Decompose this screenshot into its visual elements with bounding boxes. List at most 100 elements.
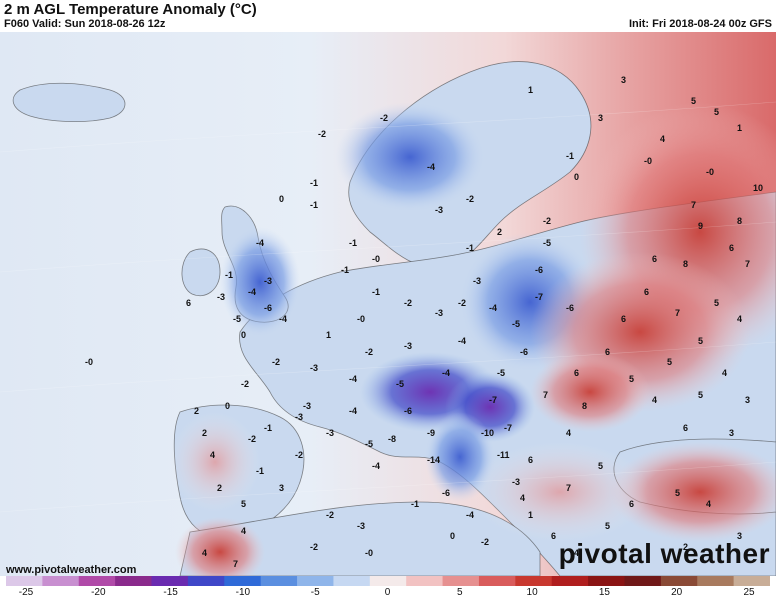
colorbar-segment [115, 576, 153, 586]
anomaly-value: -9 [427, 428, 436, 438]
colorbar-segment [406, 576, 444, 586]
anomaly-value: 4 [566, 428, 572, 438]
anomaly-value: -0 [357, 314, 366, 324]
init-time: Init: Fri 2018-08-24 00z GFS [628, 18, 772, 30]
anomaly-value: 0 [241, 330, 247, 340]
anomaly-value: -7 [535, 292, 544, 302]
anomaly-value: 4 [202, 548, 208, 558]
anomaly-value: -6 [442, 488, 451, 498]
anomaly-value: -1 [264, 423, 273, 433]
anomaly-value: 9 [698, 221, 704, 231]
anomaly-value: 5 [675, 488, 681, 498]
anomaly-value: 6 [574, 368, 580, 378]
anomaly-value: 7 [691, 200, 697, 210]
anomaly-value: 4 [574, 548, 580, 558]
anomaly-value: -6 [404, 406, 413, 416]
colorbar [6, 576, 770, 586]
anomaly-value: -1 [372, 287, 381, 297]
anomaly-value: 5 [714, 298, 720, 308]
cold-scandinavia [335, 102, 485, 212]
anomaly-value: -2 [318, 129, 327, 139]
anomaly-value: -3 [310, 363, 319, 373]
valid-time: F060 Valid: Sun 2018-08-26 12z [4, 18, 166, 30]
anomaly-value: 3 [745, 395, 751, 405]
anomaly-value: -3 [295, 412, 304, 422]
anomaly-value: 6 [621, 314, 627, 324]
anomaly-value: -5 [396, 379, 405, 389]
colorbar-ticks: -25 -20 -15 -10 -5 0 5 10 15 20 25 [0, 586, 776, 600]
anomaly-value: -7 [504, 423, 513, 433]
anomaly-value: 5 [241, 499, 247, 509]
colorbar-tick-label: -10 [235, 587, 251, 598]
anomaly-value: 4 [241, 526, 247, 536]
anomaly-value: -4 [349, 406, 358, 416]
anomaly-value: -3 [217, 292, 226, 302]
colorbar-tick-label: 0 [384, 587, 391, 598]
anomaly-value: -5 [497, 368, 506, 378]
anomaly-value: 6 [551, 531, 557, 541]
colorbar-segment [187, 576, 225, 586]
colorbar-tick-label: 5 [457, 587, 463, 598]
anomaly-value: -5 [233, 314, 242, 324]
anomaly-value: 4 [210, 450, 216, 460]
anomaly-value: -3 [512, 477, 521, 487]
anomaly-value: -5 [512, 319, 521, 329]
colorbar-segment [78, 576, 116, 586]
anomaly-value: -3 [357, 521, 366, 531]
warm-mediterranean [470, 442, 650, 542]
anomaly-value: -3 [303, 401, 312, 411]
anomaly-value: 6 [629, 499, 635, 509]
anomaly-value: -10 [481, 428, 495, 438]
warm-morocco [175, 517, 265, 576]
anomaly-value: 4 [520, 493, 526, 503]
anomaly-value: -0 [644, 156, 653, 166]
anomaly-value: 3 [279, 483, 285, 493]
anomaly-value: -14 [427, 455, 441, 465]
anomaly-value: 4 [652, 395, 658, 405]
anomaly-value: 6 [605, 347, 611, 357]
anomaly-value: 7 [566, 483, 572, 493]
anomaly-value: -1 [256, 466, 265, 476]
anomaly-value: -3 [473, 276, 482, 286]
anomaly-value: -2 [295, 450, 304, 460]
anomaly-value: -2 [272, 357, 281, 367]
anomaly-value: -2 [241, 379, 250, 389]
colorbar-segment [260, 576, 298, 586]
map-canvas [0, 61, 776, 576]
anomaly-value: 5 [598, 461, 604, 471]
colorbar-segment [151, 576, 189, 586]
anomaly-value: 10 [753, 183, 764, 193]
anomaly-value: -7 [489, 395, 498, 405]
colorbar-segment [624, 576, 662, 586]
anomaly-value: 5 [667, 357, 673, 367]
anomaly-value: -6 [566, 303, 575, 313]
ireland [181, 248, 221, 297]
website-link[interactable]: www.pivotalweather.com [6, 564, 137, 576]
colorbar-segment [551, 576, 589, 586]
anomaly-value: 8 [683, 259, 689, 269]
anomaly-value: -2 [248, 434, 257, 444]
anomaly-value: -1 [341, 265, 350, 275]
anomaly-value: 1 [528, 510, 534, 520]
anomaly-value: -2 [458, 298, 467, 308]
anomaly-value: 1 [528, 85, 534, 95]
colorbar-tick-label: 25 [743, 587, 755, 598]
colorbar-tick-label: -5 [310, 587, 320, 598]
colorbar-tick-label: 20 [671, 587, 683, 598]
anomaly-value: 6 [729, 243, 735, 253]
anomaly-value: -0 [706, 167, 715, 177]
colorbar-tick-label: -15 [163, 587, 178, 598]
anomaly-value: 3 [737, 531, 743, 541]
anomaly-value: 0 [450, 531, 456, 541]
colorbar-tick-label: 10 [526, 587, 538, 598]
anomaly-value: 4 [660, 134, 666, 144]
anomaly-value: 0 [279, 194, 285, 204]
anomaly-value: -4 [349, 374, 358, 384]
anomaly-value: 5 [691, 96, 697, 106]
anomaly-value: 4 [722, 368, 728, 378]
anomaly-value: 3 [598, 113, 604, 123]
anomaly-value: -4 [458, 336, 467, 346]
anomaly-value: -0 [365, 548, 374, 558]
colorbar-segment [442, 576, 480, 586]
colorbar-segment [297, 576, 334, 586]
